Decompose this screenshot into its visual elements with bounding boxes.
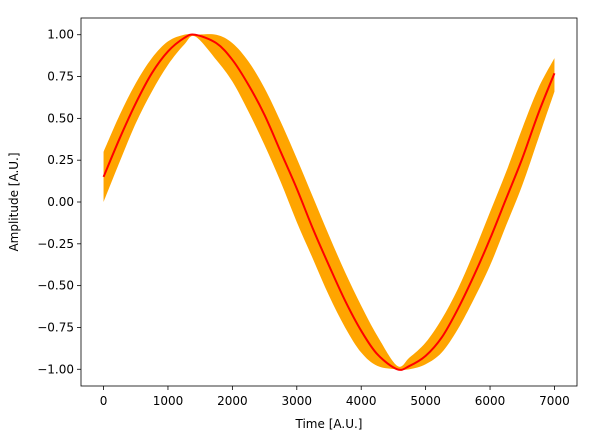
y-tick-label: 0.50 [47,111,74,125]
x-tick-label: 6000 [475,394,506,408]
x-tick-label: 2000 [217,394,248,408]
y-axis-label: Amplitude [A.U.] [7,152,21,251]
y-axis-ticks: −1.00 −0.75 −0.50 −0.25 0.00 0.25 0.50 0.75 1.00 [37,28,81,376]
amplitude-band [103,34,555,370]
x-tick-label: 0 [100,394,108,408]
y-tick-label: −1.00 [37,362,74,376]
y-tick-label: 0.25 [47,153,74,167]
x-tick-label: 3000 [282,394,313,408]
y-tick-label: 0.00 [47,195,74,209]
y-tick-label: −0.25 [37,237,74,251]
x-tick-label: 5000 [410,394,441,408]
x-tick-label: 7000 [539,394,570,408]
y-tick-label: −0.75 [37,320,74,334]
y-tick-label: −0.50 [37,279,74,293]
y-tick-label: 0.75 [47,70,74,84]
x-tick-label: 4000 [346,394,377,408]
x-axis-label: Time [A.U.] [295,417,363,431]
y-tick-label: 1.00 [47,28,74,42]
x-axis-ticks: 0 1000 2000 3000 4000 5000 6000 7000 [100,386,570,408]
x-tick-label: 1000 [153,394,184,408]
amplitude-center-line [102,33,556,371]
